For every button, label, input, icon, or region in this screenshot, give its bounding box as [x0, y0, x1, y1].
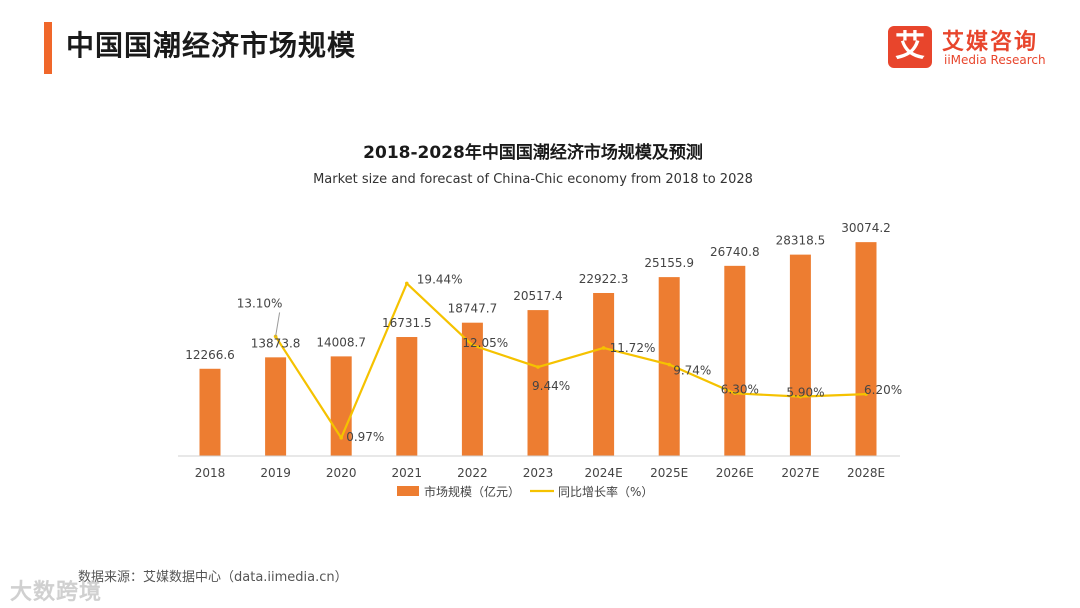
x-axis: 2018 2019 2020 2021 2022 2023 2024E 2025E 2026E 2…: [178, 455, 900, 480]
watermark: 大数跨境: [10, 580, 103, 605]
growth-point-2024E: [601, 346, 606, 350]
x-tick-2018: 2018: [195, 466, 226, 480]
growth-line-layer: [273, 281, 868, 440]
bar-2018: [199, 368, 221, 456]
growth-rate-line: [274, 282, 867, 439]
bar-2026E: [724, 265, 746, 456]
brand-name-en: iiMedia Research: [944, 53, 1046, 67]
bar-2021: [396, 337, 418, 456]
bar-label-2028E: 30074.2: [841, 221, 891, 235]
title-accent-bar: [44, 22, 52, 74]
growth-label-2028E: 6.20%: [864, 383, 902, 397]
bar-label-2025E: 25155.9: [644, 256, 694, 270]
brand-name-cn: 艾媒咨询: [942, 30, 1039, 55]
growth-point-2020: [339, 436, 344, 440]
bar-label-2027E: 28318.5: [776, 234, 826, 248]
bar-label-2020: 14008.7: [316, 335, 366, 349]
growth-label-2019: 13.10%: [237, 296, 283, 310]
bar-label-2021: 16731.5: [382, 316, 432, 330]
growth-point-2021: [405, 281, 409, 286]
x-tick-2025E: 2025E: [650, 466, 688, 480]
bar-label-2019: 13873.8: [251, 336, 301, 350]
x-tick-2022: 2022: [457, 466, 488, 480]
source-note: 数据来源：艾媒数据中心（data.iimedia.cn）: [78, 570, 348, 585]
brand-logo: 艾 艾媒咨询 iiMedia Research: [888, 24, 1068, 72]
bars-layer: [199, 242, 877, 456]
legend-bar-label: 市场规模（亿元）: [424, 484, 520, 499]
legend-bar-swatch: [397, 486, 419, 496]
x-tick-2019: 2019: [260, 466, 291, 480]
growth-point-2028E: [864, 392, 868, 396]
bar-label-2018: 12266.6: [185, 348, 235, 362]
bar-2027E: [789, 254, 811, 456]
chart-subtitle: Market size and forecast of China-Chic e…: [313, 172, 753, 187]
x-tick-2028E: 2028E: [847, 466, 885, 480]
chart-legend: 市场规模（亿元） 同比增长率（%）: [397, 484, 653, 499]
bar-label-2023: 20517.4: [513, 289, 563, 303]
x-tick-2024E: 2024E: [585, 466, 623, 480]
growth-label-2022: 12.05%: [462, 336, 508, 350]
bar-label-2022: 18747.7: [448, 302, 498, 316]
bar-2025E: [658, 277, 680, 456]
growth-label-leader-line: [275, 312, 281, 337]
page-title: 中国国潮经济市场规模: [66, 29, 357, 62]
x-tick-2020: 2020: [326, 466, 357, 480]
x-tick-2027E: 2027E: [781, 466, 819, 480]
x-tick-2021: 2021: [392, 466, 423, 480]
growth-point-2023: [536, 365, 540, 369]
growth-point-2027E: [798, 394, 803, 399]
growth-label-2020: 0.97%: [346, 430, 384, 444]
bar-2019: [265, 357, 287, 456]
growth-label-2024E: 11.72%: [610, 341, 656, 355]
bar-2022: [461, 322, 483, 456]
x-tick-2026E: 2026E: [716, 466, 754, 480]
growth-label-2021: 19.44%: [417, 272, 463, 286]
growth-label-2025E: 9.74%: [673, 364, 711, 378]
growth-point-2019: [273, 334, 278, 339]
bar-2028E: [855, 242, 877, 456]
chart-title: 2018-2028年中国国潮经济市场规模及预测: [363, 142, 703, 163]
growth-point-2026E: [733, 391, 737, 396]
growth-point-2022: [470, 343, 475, 348]
growth-point-2025E: [667, 362, 671, 367]
x-tick-2023: 2023: [523, 466, 554, 480]
bar-label-2024E: 22922.3: [579, 272, 629, 286]
legend-line-label: 同比增长率（%）: [558, 484, 653, 499]
data-labels-layer: 12266.6 13873.8 14008.7 16731.5 18747.7 20517…: [185, 221, 902, 444]
brand-mark-icon: 艾: [888, 26, 932, 68]
growth-label-2023: 9.44%: [532, 379, 570, 393]
growth-label-2027E: 5.90%: [786, 386, 824, 400]
bar-2024E: [593, 292, 615, 456]
bar-2023: [527, 310, 549, 456]
growth-label-2026E: 6.30%: [721, 382, 759, 396]
bar-label-2026E: 26740.8: [710, 245, 760, 259]
